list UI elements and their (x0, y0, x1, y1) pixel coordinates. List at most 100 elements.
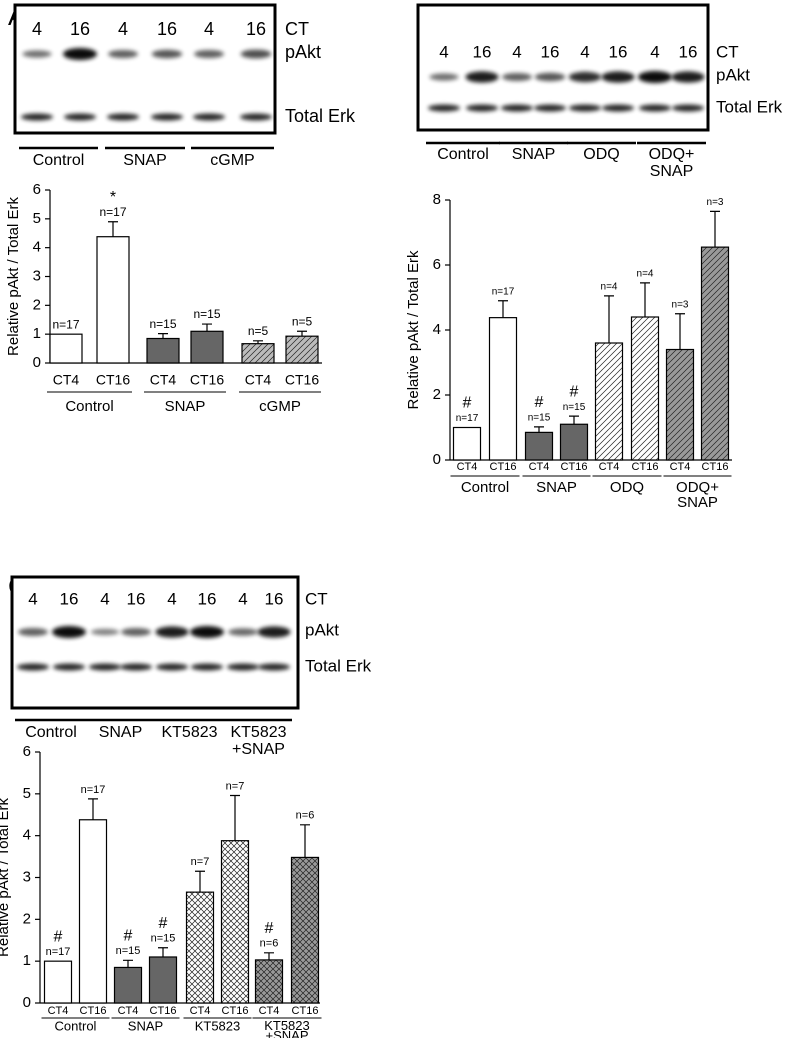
error-bar (297, 330, 307, 337)
n-label: n=4 (601, 282, 618, 293)
group-label: Control (33, 152, 85, 169)
erk-band (569, 104, 601, 112)
n-label: n=17 (81, 784, 106, 796)
erk-band (672, 104, 704, 112)
error-bar (604, 295, 614, 343)
significance-marker: # (54, 928, 63, 945)
lane-label: 16 (246, 19, 266, 39)
lane-label: 4 (204, 19, 214, 39)
lane-label: 4 (238, 589, 247, 608)
x-tick-label: CT4 (457, 461, 478, 473)
bar (185, 891, 215, 1004)
error-bar (264, 952, 274, 960)
row-label: pAkt (305, 620, 339, 639)
group-label: cGMP (259, 398, 301, 415)
pakt-band (151, 49, 183, 59)
group-label: SNAP (536, 479, 577, 496)
n-label: n=15 (116, 945, 141, 957)
significance-marker: # (570, 383, 579, 400)
lane-label: 4 (100, 589, 109, 608)
error-bar (640, 282, 650, 317)
row-label: Total Erk (716, 97, 783, 116)
y-axis-title: Relative pAkt / Total Erk (5, 197, 22, 356)
pakt-band (22, 50, 52, 58)
error-bar (108, 221, 118, 237)
group-label: SNAP (512, 146, 556, 163)
group-label: ODQ+ SNAP (649, 146, 695, 180)
ct-label: CT (716, 42, 739, 61)
n-label: n=5 (248, 324, 269, 338)
pakt-band (240, 49, 272, 59)
pakt-band (568, 71, 602, 83)
pakt-band (108, 50, 138, 58)
error-bar (534, 426, 544, 433)
error-bar (123, 959, 133, 968)
group-label: KT5823 +SNAP (230, 724, 286, 758)
n-label: n=3 (707, 197, 724, 208)
erk-band (193, 113, 225, 121)
group-label: cGMP (210, 152, 254, 169)
pakt-band (18, 628, 48, 636)
bar (220, 840, 250, 1004)
erk-band (89, 663, 121, 671)
erk-band (64, 113, 96, 121)
x-tick-label: CT4 (259, 1005, 280, 1017)
lane-label: 4 (580, 42, 589, 61)
y-tick-label: 6 (33, 181, 41, 198)
erk-band (602, 104, 634, 112)
bar (96, 236, 130, 364)
lane-label: 4 (32, 19, 42, 39)
lane-label: 4 (28, 589, 37, 608)
pakt-band (601, 71, 635, 83)
y-tick-label: 6 (23, 743, 31, 760)
x-tick-label: CT4 (48, 1005, 69, 1017)
erk-band (21, 113, 53, 121)
ct-label: CT (305, 589, 328, 608)
x-tick-label: CT4 (150, 372, 177, 388)
x-tick-label: CT16 (150, 1005, 177, 1017)
row-label: Total Erk (285, 106, 356, 126)
error-bar (158, 332, 168, 339)
error-bar (710, 210, 720, 248)
pakt-band (534, 72, 566, 82)
x-tick-label: CT4 (190, 1005, 211, 1017)
x-tick-label: CT4 (529, 461, 550, 473)
pakt-band (190, 626, 224, 638)
blot-frame (13, 3, 277, 135)
significance-marker: # (265, 920, 274, 937)
bar (700, 246, 730, 461)
group-label: Control (25, 724, 77, 741)
significance-marker: # (159, 915, 168, 932)
ct-label: CT (285, 19, 309, 39)
n-label: n=4 (637, 269, 654, 280)
x-tick-label: CT4 (245, 372, 272, 388)
y-tick-label: 3 (23, 868, 31, 885)
pakt-band (121, 628, 151, 636)
n-label: n=7 (191, 856, 210, 868)
y-tick-label: 3 (33, 267, 41, 284)
lane-label: 16 (473, 42, 492, 61)
x-tick-label: CT4 (53, 372, 80, 388)
pakt-band (671, 71, 705, 83)
x-tick-label: CT16 (285, 372, 319, 388)
n-label: n=15 (149, 317, 176, 331)
x-tick-label: CT16 (490, 461, 517, 473)
x-tick-label: CT4 (599, 461, 620, 473)
n-label: n=17 (492, 286, 515, 297)
n-label: n=3 (672, 299, 689, 310)
bar (190, 330, 224, 364)
y-tick-label: 8 (433, 191, 441, 208)
x-tick-label: CT16 (292, 1005, 319, 1017)
significance-marker: # (535, 394, 544, 411)
lane-label: 16 (127, 589, 146, 608)
group-label: ODQ (610, 479, 644, 496)
y-tick-label: 0 (33, 354, 41, 371)
y-tick-label: 2 (433, 386, 441, 403)
error-bar (569, 415, 579, 425)
y-tick-label: 4 (33, 239, 41, 256)
erk-band (120, 663, 152, 671)
bar (524, 431, 554, 461)
lane-label: 16 (157, 19, 177, 39)
erk-band (639, 104, 671, 112)
